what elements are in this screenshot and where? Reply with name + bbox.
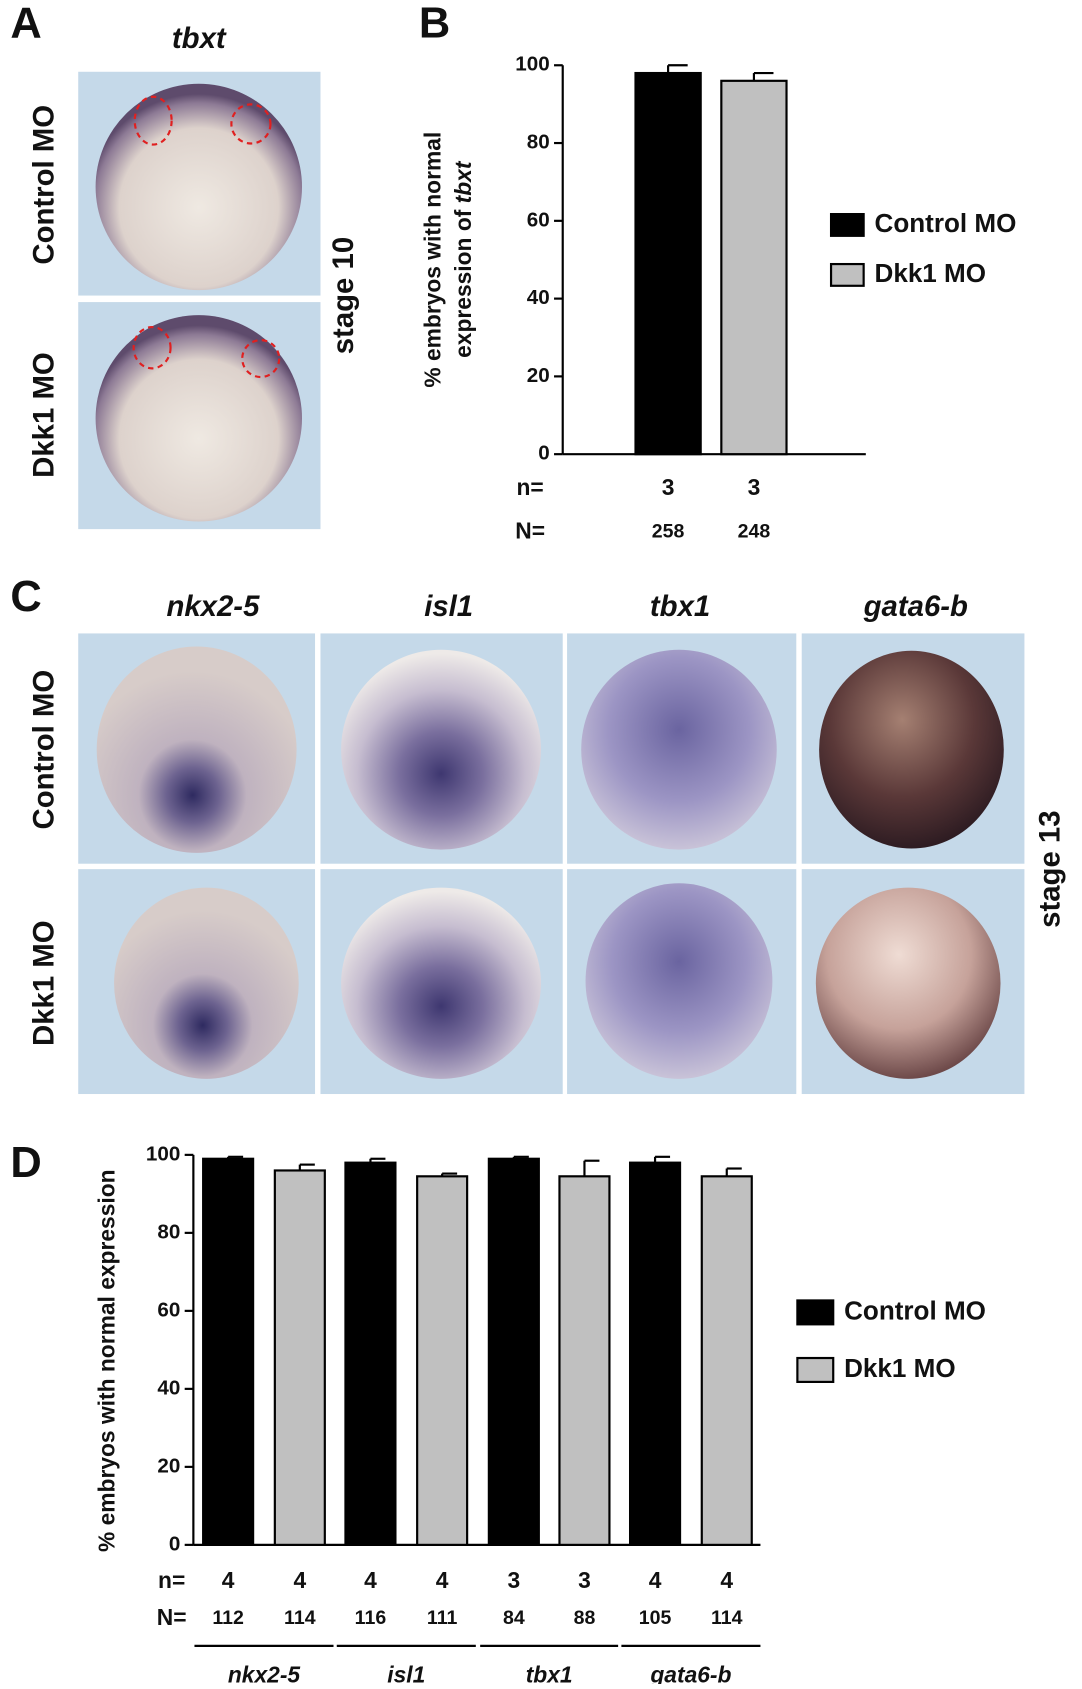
bar	[628, 1161, 682, 1546]
bar	[700, 1175, 753, 1546]
image-panel-a	[78, 71, 321, 530]
y-tick-label: 60	[527, 208, 550, 231]
stage-label: stage 13	[1033, 810, 1066, 927]
N-row-label: N=	[515, 517, 545, 543]
y-axis-label-italic: tbxt	[450, 160, 476, 203]
panel-label: C	[10, 573, 41, 621]
y-tick-label: 40	[157, 1376, 180, 1399]
N-value: 258	[652, 521, 685, 543]
legend-label: Control MO	[875, 208, 1017, 238]
n-row-label: n=	[158, 1567, 185, 1593]
bar	[344, 1161, 397, 1546]
N-value: 248	[738, 521, 771, 543]
N-value: 112	[212, 1607, 244, 1629]
gene-label: gata6-b	[863, 590, 968, 623]
n-value: 3	[578, 1567, 591, 1593]
legend-label: Control MO	[844, 1295, 986, 1325]
y-tick-label: 100	[146, 1142, 180, 1165]
y-tick-label: 20	[157, 1454, 180, 1477]
image-panel-c	[78, 633, 1025, 1095]
y-axis-label: % embryos with normal expression	[94, 1169, 120, 1552]
y-tick-label: 0	[169, 1532, 180, 1555]
legend-label: Dkk1 MO	[844, 1353, 956, 1383]
n-value: 4	[720, 1567, 733, 1593]
legend-swatch	[829, 262, 865, 287]
stage-label: stage 10	[327, 237, 360, 354]
y-tick-label: 100	[515, 53, 549, 76]
N-value: 114	[284, 1607, 316, 1629]
x-category-label: tbx1	[526, 1661, 573, 1684]
y-axis-label: % embryos with normal	[420, 132, 446, 388]
panel-label: B	[419, 0, 450, 48]
n-value: 3	[662, 474, 675, 500]
panel-label: A	[10, 0, 41, 48]
legend-swatch	[829, 213, 865, 237]
y-axis-label: expression of tbxt	[450, 160, 476, 358]
bar	[634, 71, 702, 456]
x-category-label: isl1	[387, 1661, 425, 1684]
legend-label: Dkk1 MO	[875, 258, 987, 288]
N-value: 116	[355, 1607, 387, 1629]
panel-label: D	[10, 1139, 41, 1187]
N-value: 88	[574, 1607, 596, 1629]
n-row-label: n=	[517, 474, 544, 500]
row-label: Control MO	[27, 105, 60, 265]
y-axis-label-part: expression of	[450, 203, 476, 358]
bar	[720, 79, 788, 456]
bar	[273, 1169, 326, 1546]
N-value: 105	[639, 1607, 672, 1629]
gene-label: nkx2-5	[166, 590, 260, 623]
n-value: 4	[364, 1567, 377, 1593]
gene-label: tbxt	[172, 22, 227, 55]
y-tick-label: 80	[157, 1220, 180, 1243]
y-tick-label: 20	[527, 364, 550, 387]
legend-swatch	[796, 1356, 835, 1383]
row-label: Dkk1 MO	[27, 920, 60, 1046]
n-value: 3	[507, 1567, 520, 1593]
x-category-label: nkx2-5	[228, 1661, 301, 1684]
N-row-label: N=	[157, 1604, 187, 1630]
y-tick-label: 40	[527, 286, 550, 309]
y-tick-label: 80	[527, 130, 550, 153]
n-value: 3	[748, 474, 761, 500]
bar	[487, 1157, 540, 1546]
n-value: 4	[293, 1567, 306, 1593]
legend-swatch	[796, 1299, 835, 1326]
y-tick-label: 0	[538, 442, 549, 465]
N-value: 84	[503, 1607, 525, 1629]
gene-label: isl1	[424, 590, 473, 623]
gene-label: tbx1	[650, 590, 710, 623]
bar	[558, 1175, 611, 1546]
y-tick-label: 60	[157, 1298, 180, 1321]
row-label: Dkk1 MO	[27, 352, 60, 478]
x-category-label: gata6-b	[649, 1661, 731, 1684]
bar	[202, 1157, 255, 1546]
bar	[416, 1175, 469, 1546]
n-value: 4	[222, 1567, 235, 1593]
row-label: Control MO	[27, 670, 60, 830]
N-value: 111	[427, 1607, 458, 1629]
N-value: 114	[711, 1607, 743, 1629]
n-value: 4	[436, 1567, 449, 1593]
n-value: 4	[649, 1567, 662, 1593]
